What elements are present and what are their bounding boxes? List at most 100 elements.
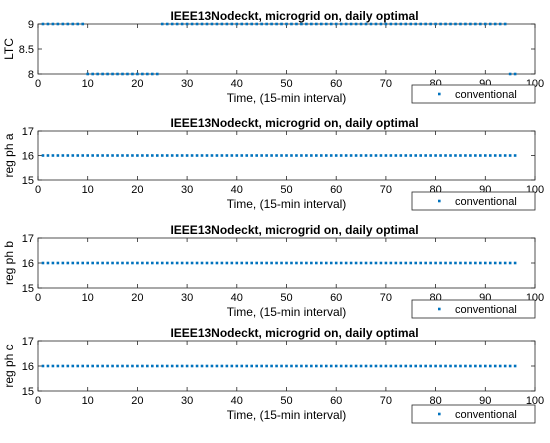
data-point bbox=[513, 261, 517, 265]
data-point bbox=[369, 22, 373, 26]
y-tick-label: 15 bbox=[22, 386, 34, 398]
data-point bbox=[61, 22, 65, 26]
data-point bbox=[270, 22, 273, 26]
x-tick-label: 70 bbox=[380, 78, 392, 90]
data-point bbox=[245, 154, 249, 157]
data-point bbox=[305, 22, 308, 26]
data-point bbox=[459, 22, 462, 26]
legend-box bbox=[411, 404, 536, 424]
data-point bbox=[419, 22, 422, 26]
data-point bbox=[126, 72, 129, 76]
data-point bbox=[379, 154, 383, 157]
data-point bbox=[384, 364, 388, 368]
data-point bbox=[300, 154, 303, 157]
data-point bbox=[399, 154, 403, 157]
x-tick-label: 10 bbox=[82, 395, 94, 407]
data-point bbox=[46, 154, 50, 157]
data-point bbox=[195, 364, 199, 368]
x-tick-label: 30 bbox=[181, 292, 193, 304]
subplot-1: IEEE13Nodeckt, microgrid on, daily optim… bbox=[2, 9, 544, 105]
data-point bbox=[424, 154, 427, 157]
x-tick-label: 40 bbox=[231, 184, 243, 196]
data-point bbox=[434, 261, 437, 265]
data-point bbox=[394, 261, 398, 265]
data-point bbox=[404, 364, 408, 368]
data-point bbox=[439, 364, 442, 368]
x-tick-label: 0 bbox=[35, 184, 41, 196]
data-point bbox=[151, 72, 154, 76]
data-point bbox=[484, 364, 487, 368]
data-point bbox=[240, 261, 244, 265]
data-point bbox=[464, 22, 467, 26]
data-point bbox=[131, 261, 134, 265]
data-point bbox=[76, 261, 80, 265]
x-tick-label: 100 bbox=[526, 395, 544, 407]
data-point bbox=[414, 261, 418, 265]
x-tick-label: 60 bbox=[330, 78, 342, 90]
data-point bbox=[419, 364, 422, 368]
data-point bbox=[295, 22, 298, 26]
data-point bbox=[41, 261, 45, 265]
y-tick-label: 15 bbox=[22, 283, 34, 295]
y-tick-label: 8.5 bbox=[19, 44, 34, 56]
data-point bbox=[498, 22, 502, 26]
data-point bbox=[334, 22, 338, 26]
legend-label: conventional bbox=[455, 196, 517, 208]
data-point bbox=[61, 261, 65, 265]
data-point bbox=[493, 261, 497, 265]
data-point bbox=[175, 364, 179, 368]
data-point bbox=[354, 22, 358, 26]
data-point bbox=[359, 22, 363, 26]
series-conventional bbox=[41, 22, 517, 76]
data-point bbox=[245, 261, 249, 265]
data-point bbox=[210, 364, 214, 368]
y-tick-label: 16 bbox=[22, 258, 34, 270]
legend: conventional bbox=[411, 404, 536, 424]
data-point bbox=[444, 364, 447, 368]
data-point bbox=[185, 261, 189, 265]
data-point bbox=[429, 154, 432, 157]
y-tick-label: 15 bbox=[22, 175, 34, 187]
data-point bbox=[359, 261, 363, 265]
x-tick-label: 60 bbox=[330, 395, 342, 407]
data-point bbox=[195, 22, 199, 26]
data-point bbox=[484, 22, 487, 26]
data-point bbox=[464, 154, 467, 157]
data-point bbox=[324, 364, 328, 368]
data-point bbox=[290, 22, 293, 26]
data-point bbox=[190, 261, 194, 265]
data-point bbox=[434, 154, 437, 157]
data-point bbox=[364, 364, 368, 368]
data-point bbox=[136, 154, 139, 157]
data-point bbox=[315, 261, 318, 265]
data-point bbox=[280, 154, 283, 157]
data-point bbox=[56, 364, 60, 368]
data-point bbox=[354, 261, 358, 265]
subplot-2: IEEE13Nodeckt, microgrid on, daily optim… bbox=[2, 116, 544, 211]
data-point bbox=[86, 364, 89, 368]
data-point bbox=[121, 72, 124, 76]
data-point bbox=[250, 22, 254, 26]
data-point bbox=[409, 22, 413, 26]
data-point bbox=[493, 364, 497, 368]
data-point bbox=[364, 261, 368, 265]
data-point bbox=[434, 22, 437, 26]
data-point bbox=[225, 364, 229, 368]
data-point bbox=[394, 154, 398, 157]
data-point bbox=[225, 154, 229, 157]
data-point bbox=[493, 22, 497, 26]
x-tick-label: 30 bbox=[181, 395, 193, 407]
data-point bbox=[96, 72, 99, 76]
x-tick-label: 50 bbox=[280, 184, 292, 196]
data-point bbox=[280, 364, 283, 368]
data-point bbox=[275, 364, 278, 368]
x-axis-label: Time, (15-min interval) bbox=[227, 305, 347, 319]
data-point bbox=[369, 261, 373, 265]
y-tick-label: 8 bbox=[28, 69, 34, 81]
data-point bbox=[310, 364, 313, 368]
data-point bbox=[255, 261, 258, 265]
data-point bbox=[190, 364, 194, 368]
data-point bbox=[56, 261, 60, 265]
data-point bbox=[513, 364, 517, 368]
data-point bbox=[180, 22, 184, 26]
